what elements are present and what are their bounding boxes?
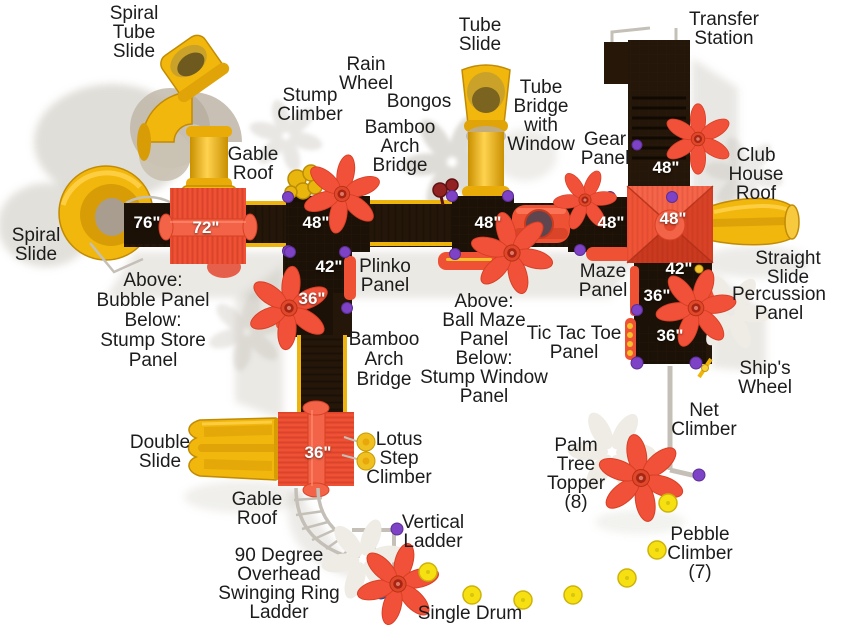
- label-lotus-step-climber: Lotus Step Climber: [366, 429, 432, 488]
- label-stump-climber: Stump Climber: [277, 85, 343, 125]
- club-house-roof-shape: [626, 185, 714, 264]
- label-above-bubble-panel: Above: Bubble Panel Below: Stump Store P…: [96, 270, 210, 371]
- label-palm-tree-topper: Palm Tree Topper (8): [546, 435, 606, 513]
- label-bamboo-arch-bridge-top: Bamboo Arch Bridge: [364, 117, 436, 176]
- label-single-drum: Single Drum: [417, 603, 523, 624]
- label-net-climber: Net Climber: [671, 400, 737, 440]
- label-ships-wheel: Ship's Wheel: [738, 358, 792, 398]
- spiral-tube-slide: [130, 34, 242, 197]
- percussion-panel-shape: [625, 318, 636, 360]
- label-gear-panel: Gear Panel: [580, 129, 630, 169]
- label-bongos: Bongos: [386, 91, 452, 112]
- maze-panel-shape: [586, 247, 632, 261]
- label-transfer-station: Transfer Station: [688, 9, 760, 49]
- deck-height-48a: 48": [302, 213, 330, 232]
- tube-slide: [461, 64, 511, 198]
- label-plinko-panel: Plinko Panel: [359, 256, 411, 296]
- deck-height-48-transfer: 48": [652, 158, 680, 177]
- deck-height-42-right: 42": [665, 259, 693, 278]
- label-tube-bridge-with-window: Tube Bridge with Window: [507, 77, 575, 155]
- label-tube-slide: Tube Slide: [458, 15, 502, 55]
- label-90-degree-ladder: 90 Degree Overhead Swinging Ring Ladder: [218, 545, 340, 623]
- deck-height-36-bottom: 36": [304, 443, 332, 462]
- label-percussion-panel: Percussion Panel: [732, 284, 826, 324]
- label-vertical-ladder: Vertical Ladder: [401, 512, 465, 552]
- label-straight-slide: Straight Slide: [755, 248, 821, 288]
- label-gable-roof-bottom: Gable Roof: [231, 489, 283, 529]
- plinko-panel-shape: [344, 256, 356, 300]
- straight-slide: [707, 197, 800, 246]
- ships-wheel-shape: [697, 357, 713, 379]
- label-spiral-slide: Spiral Slide: [11, 225, 61, 265]
- bongos-shape: [432, 178, 459, 206]
- label-tic-tac-toe-panel: Tic Tac Toe Panel: [526, 323, 622, 363]
- pebble-climbers: [418, 493, 678, 610]
- label-above-ball-maze-panel: Above: Ball Maze Panel Below: Stump Wind…: [420, 291, 548, 407]
- label-bamboo-arch-bridge-left: Bamboo Arch Bridge: [348, 329, 420, 390]
- label-pebble-climber: Pebble Climber (7): [667, 524, 733, 583]
- deck-knobs: [282, 139, 703, 370]
- deck-height-48b: 48": [474, 213, 502, 232]
- label-double-slide: Double Slide: [129, 432, 191, 472]
- deck-height-48-clubhouse: 48": [659, 209, 687, 228]
- label-gable-roof-top: Gable Roof: [227, 144, 279, 184]
- label-spiral-tube-slide: Spiral Tube Slide: [109, 3, 159, 62]
- deck-height-48c: 48": [597, 213, 625, 232]
- deck-height-72: 72": [192, 218, 220, 237]
- deck-height-76: 76": [133, 213, 161, 232]
- deck-height-36-right-a: 36": [643, 286, 671, 305]
- gable-roof-top-shape: [158, 188, 258, 264]
- deck-height-36-right-b: 36": [656, 326, 684, 345]
- deck-height-36-left: 36": [298, 289, 326, 308]
- label-rain-wheel: Rain Wheel: [339, 54, 393, 94]
- label-club-house-roof: Club House Roof: [728, 145, 784, 204]
- deck-height-42-left: 42": [315, 257, 343, 276]
- lotus-step-climber-shape: [341, 432, 376, 471]
- double-slide: [187, 417, 284, 481]
- label-maze-panel: Maze Panel: [578, 261, 628, 301]
